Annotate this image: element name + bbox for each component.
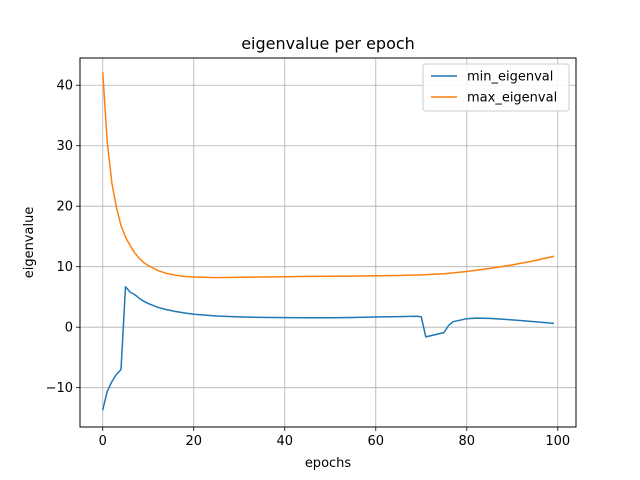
y-tick-label: 40 bbox=[56, 79, 73, 94]
axis-ticks: 0 20 40 60 80 100 −10 0 10 20 30 40 bbox=[46, 79, 571, 449]
legend-label-max_eigenval: max_eigenval bbox=[467, 91, 557, 106]
legend: min_eigenval max_eigenval bbox=[422, 63, 570, 112]
series-line-max_eigenval bbox=[102, 72, 555, 279]
y-axis-title: eigenvalue bbox=[22, 207, 37, 279]
x-tick-label: 100 bbox=[545, 434, 570, 449]
y-tick-label: −10 bbox=[46, 381, 73, 396]
plot-frame bbox=[79, 57, 577, 428]
y-tick-label: 10 bbox=[56, 260, 73, 275]
series-lines bbox=[101, 72, 555, 411]
chart-title: eigenvalue per epoch bbox=[241, 34, 415, 53]
x-tick-label: 20 bbox=[185, 434, 202, 449]
legend-box bbox=[422, 63, 570, 112]
x-axis-title: epochs bbox=[305, 456, 352, 471]
x-tick-label: 40 bbox=[276, 434, 293, 449]
grid bbox=[80, 58, 576, 427]
legend-label-min_eigenval: min_eigenval bbox=[467, 70, 553, 85]
series-line-min_eigenval bbox=[101, 285, 555, 411]
x-tick-label: 0 bbox=[99, 434, 107, 449]
y-tick-label: 0 bbox=[65, 321, 73, 336]
y-tick-label: 20 bbox=[56, 200, 73, 215]
x-tick-label: 80 bbox=[459, 434, 476, 449]
y-tick-label: 30 bbox=[56, 139, 73, 154]
x-tick-label: 60 bbox=[368, 434, 385, 449]
